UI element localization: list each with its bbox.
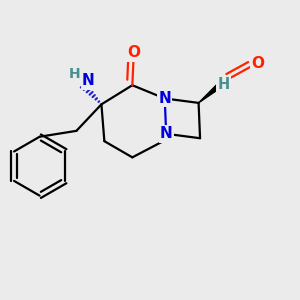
Text: O: O: [251, 56, 264, 70]
Text: O: O: [127, 45, 140, 60]
Polygon shape: [199, 78, 227, 103]
Text: N: N: [160, 126, 172, 141]
Text: H: H: [218, 77, 230, 92]
Text: H: H: [69, 67, 81, 81]
Text: N: N: [158, 91, 171, 106]
Text: N: N: [82, 73, 94, 88]
